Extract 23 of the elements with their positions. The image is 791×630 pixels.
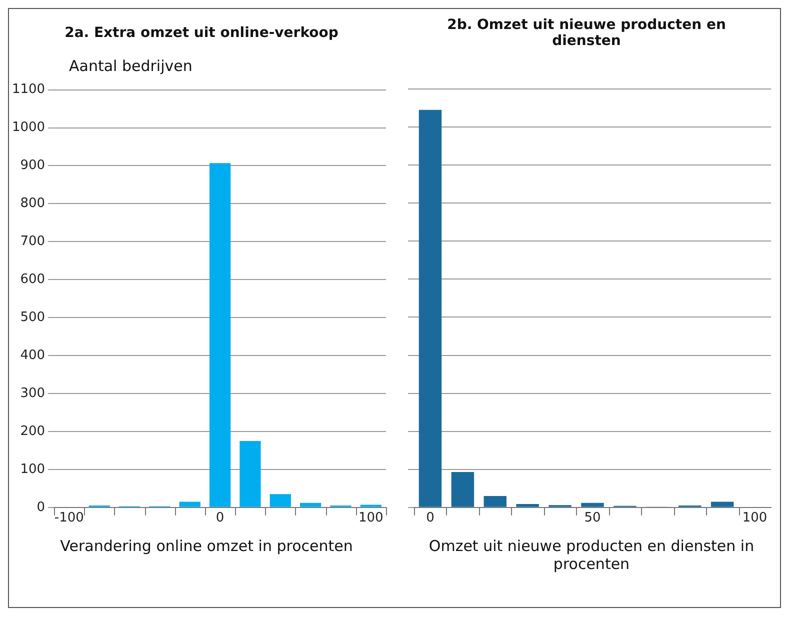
y-tick-label: 1000: [12, 120, 46, 136]
x-tick-label: 0: [426, 510, 434, 526]
y-tick-label: 200: [20, 424, 46, 439]
x-tick-label: -100: [54, 510, 84, 526]
chart-title: 2b. Omzet uit nieuwe producten en diensten: [446, 16, 727, 51]
x-axis-title: Omzet uit nieuwe producten en diensten in procenten: [428, 537, 756, 573]
y-tick-label: 100: [20, 462, 46, 477]
y-tick-label: 500: [20, 310, 46, 325]
x-tick-label: 50: [584, 510, 601, 526]
x-tick-label: 0: [216, 510, 224, 526]
x-axis-title: Verandering online omzet in procenten: [59, 537, 354, 555]
chart-title: 2a. Extra omzet uit online-verkoop: [64, 24, 340, 43]
y-tick-label: 600: [20, 272, 46, 287]
y-tick-label: 0: [36, 500, 46, 515]
y-axis-title: Aantal bedrijven: [69, 57, 192, 75]
y-tick-label: 400: [20, 348, 46, 363]
y-tick-label: 800: [20, 196, 46, 212]
y-tick-label: 900: [20, 158, 46, 174]
y-tick-label: 300: [20, 386, 46, 401]
y-tick-label: 700: [20, 234, 46, 250]
y-tick-label: 1100: [12, 82, 46, 98]
x-tick-label: 100: [358, 510, 384, 526]
x-tick-label: 100: [742, 510, 768, 526]
